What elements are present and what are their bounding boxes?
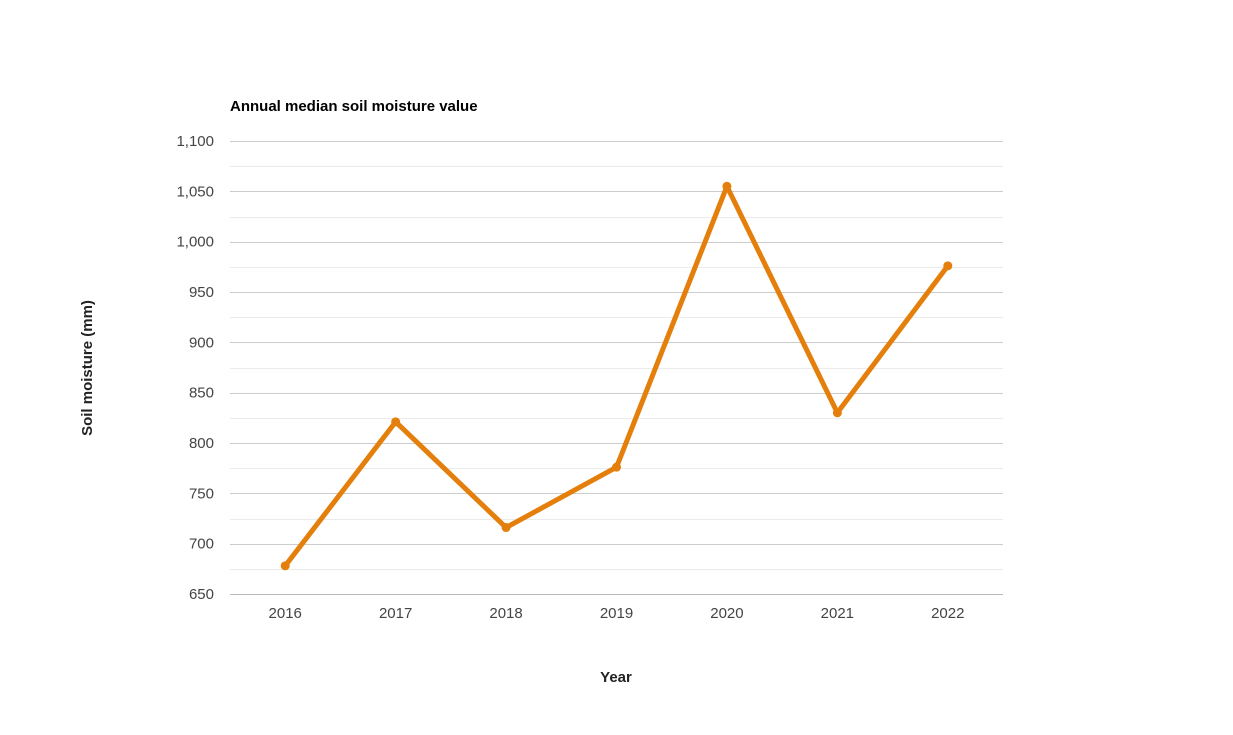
y-tick-label: 1,000 xyxy=(176,234,214,251)
x-tick-label: 2016 xyxy=(269,605,302,622)
data-point[interactable] xyxy=(280,561,290,571)
x-tick-label: 2022 xyxy=(931,605,964,622)
series xyxy=(280,181,953,571)
y-tick-label: 750 xyxy=(189,485,214,502)
y-tick-labels: 650 700 750 800 850 900 950 1,000 1,050 1,100 xyxy=(176,133,214,603)
y-tick-label: 1,100 xyxy=(176,133,214,150)
y-tick-label: 800 xyxy=(189,435,214,452)
y-tick-label: 900 xyxy=(189,334,214,351)
y-axis-title: Soil moisture (mm) xyxy=(79,300,96,436)
data-point[interactable] xyxy=(612,462,621,472)
y-tick-label: 650 xyxy=(189,586,214,603)
x-axis-title: Year xyxy=(600,669,632,686)
chart-title: Annual median soil moisture value xyxy=(230,98,478,115)
y-tick-label: 850 xyxy=(189,385,214,402)
data-point[interactable] xyxy=(832,408,842,418)
x-tick-label: 2019 xyxy=(600,605,633,622)
x-tick-label: 2018 xyxy=(489,605,522,622)
y-tick-label: 1,050 xyxy=(176,183,214,200)
data-point[interactable] xyxy=(943,261,953,271)
series-line xyxy=(282,183,951,569)
gridlines xyxy=(230,141,1003,595)
y-tick-label: 700 xyxy=(189,536,214,553)
data-point[interactable] xyxy=(501,523,511,533)
x-tick-labels: 2016 2017 2018 2019 2020 2021 2022 xyxy=(269,605,965,622)
x-tick-label: 2021 xyxy=(821,605,854,622)
y-tick-label: 950 xyxy=(189,284,214,301)
x-tick-label: 2017 xyxy=(379,605,412,622)
data-point[interactable] xyxy=(722,181,732,191)
data-point[interactable] xyxy=(391,417,401,427)
x-tick-label: 2020 xyxy=(710,605,743,622)
